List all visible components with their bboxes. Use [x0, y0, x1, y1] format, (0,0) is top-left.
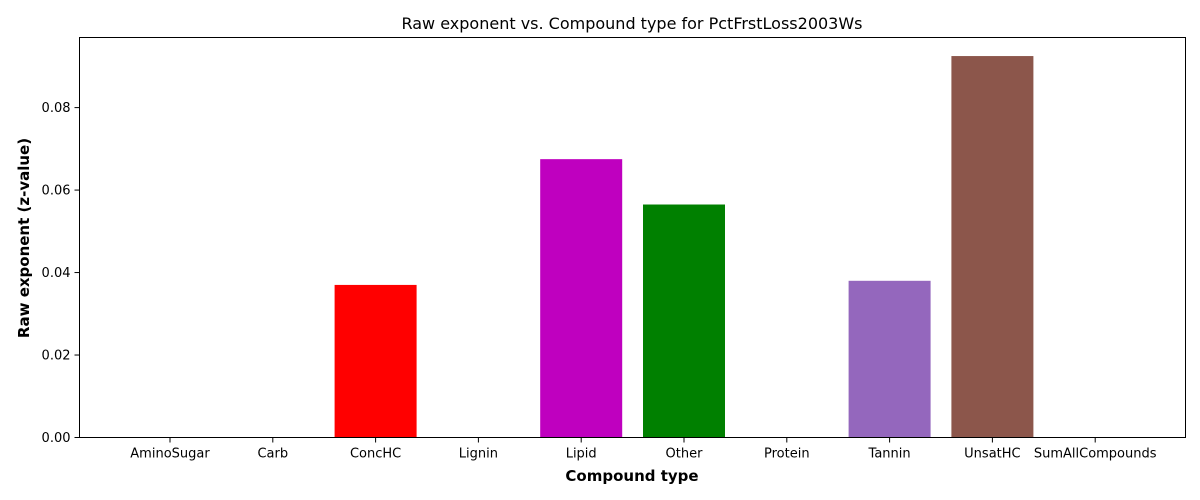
bars-group [334, 56, 1034, 438]
chart-title: Raw exponent vs. Compound type for PctFr… [401, 14, 862, 33]
y-tick-label: 0.02 [42, 349, 71, 364]
x-tick-label: Carb [257, 447, 288, 462]
bar-unsathc [951, 56, 1034, 438]
y-axis-label: Raw exponent (z-value) [15, 138, 33, 338]
y-axis-ticks: 0.00 0.02 0.04 0.06 0.08 [42, 101, 80, 446]
x-tick-label: UnsatHC [964, 447, 1020, 462]
x-tick-label: Protein [764, 447, 810, 462]
bar-conchc [334, 284, 417, 438]
x-tick-label: Other [666, 447, 704, 462]
x-tick-label: AminoSugar [130, 447, 210, 462]
y-tick-label: 0.04 [42, 266, 71, 281]
bar-lipid [540, 159, 623, 438]
bar-other [643, 204, 725, 438]
x-tick-label: SumAllCompounds [1034, 447, 1157, 462]
bar-tannin [848, 280, 931, 438]
x-axis-label: Compound type [565, 467, 698, 485]
x-axis-ticks: AminoSugar Carb ConcHC Lignin Lipid Other Prot… [130, 437, 1157, 462]
x-tick-label: Tannin [868, 447, 911, 462]
x-tick-label: ConcHC [350, 447, 401, 462]
plot-frame [79, 37, 1186, 438]
y-tick-label: 0.06 [42, 184, 71, 199]
x-tick-label: Lipid [566, 447, 597, 462]
x-tick-label: Lignin [459, 447, 498, 462]
y-tick-label: 0.00 [42, 431, 71, 446]
y-tick-label: 0.08 [42, 101, 71, 116]
